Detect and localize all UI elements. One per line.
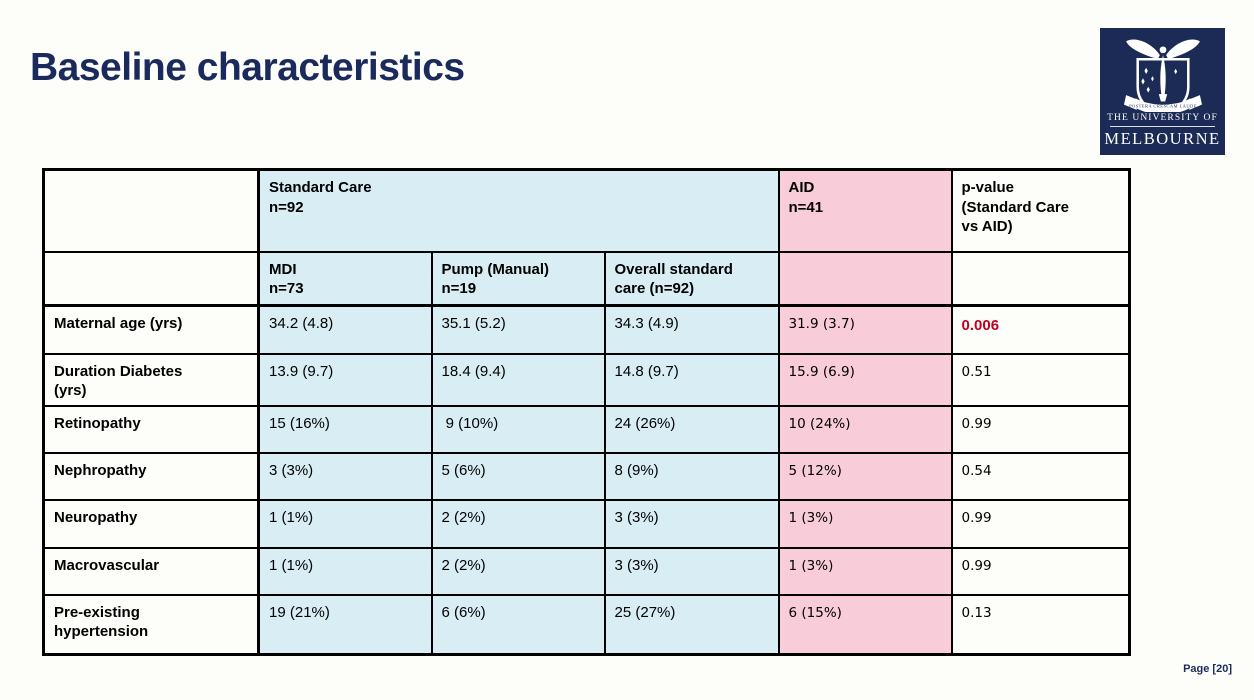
table-row: Pre-existing hypertension 19 (21%) 6 (6%…	[42, 593, 1131, 656]
crest-motto: POSTERA CRESCAM LAUDE	[1129, 103, 1197, 108]
row-label: Pre-existing hypertension	[42, 593, 260, 656]
cell-aid: 15.9 (6.9)	[777, 352, 953, 407]
cell-pump: 6 (6%)	[430, 593, 606, 656]
table-row: Duration Diabetes (yrs) 13.9 (9.7) 18.4 …	[42, 352, 1131, 407]
cell-p-value: 0.99	[950, 404, 1131, 454]
page-title: Baseline characteristics	[30, 46, 465, 89]
cell-aid: 10 (24%)	[777, 404, 953, 454]
row-label: Nephropathy	[42, 451, 260, 501]
cell-overall: 3 (3%)	[603, 498, 780, 549]
cell-aid: 6 (15%)	[777, 593, 953, 656]
cell-p-value: 0.99	[950, 498, 1131, 549]
table-row: Macrovascular 1 (1%) 2 (2%) 3 (3%) 1 (3%…	[42, 546, 1131, 596]
baseline-characteristics-table: Standard Care n=92 AID n=41 p-value (Sta…	[42, 168, 1131, 656]
cell-p-value: 0.51	[950, 352, 1131, 407]
table-row: Maternal age (yrs) 34.2 (4.8) 35.1 (5.2)…	[42, 304, 1131, 355]
table-row: Nephropathy 3 (3%) 5 (6%) 8 (9%) 5 (12%)…	[42, 451, 1131, 501]
cell-aid: 1 (3%)	[777, 546, 953, 596]
logo-text-university-of: THE UNIVERSITY OF	[1107, 113, 1218, 123]
row-label: Maternal age (yrs)	[42, 304, 260, 355]
cell-overall: 24 (26%)	[603, 404, 780, 454]
subheader-overall: Overall standard care (n=92)	[603, 250, 780, 307]
subheader-aid-empty	[777, 250, 953, 307]
cell-p-value: 0.13	[950, 593, 1131, 656]
cell-pump: 18.4 (9.4)	[430, 352, 606, 407]
header-p-value: p-value (Standard Care vs AID)	[950, 168, 1131, 253]
cell-overall: 3 (3%)	[603, 546, 780, 596]
cell-mdi: 15 (16%)	[257, 404, 433, 454]
page-number: Page [20]	[1183, 663, 1232, 675]
table-header-group-row: Standard Care n=92 AID n=41 p-value (Sta…	[42, 168, 1131, 253]
cell-mdi: 3 (3%)	[257, 451, 433, 501]
header-empty-cell	[42, 168, 260, 253]
cell-mdi: 19 (21%)	[257, 593, 433, 656]
logo-text-melbourne: MELBOURNE	[1104, 129, 1221, 148]
university-crest-icon: POSTERA CRESCAM LAUDE	[1123, 39, 1202, 112]
cell-pump: 5 (6%)	[430, 451, 606, 501]
cell-p-value: 0.99	[950, 546, 1131, 596]
cell-pump: 9 (10%)	[430, 404, 606, 454]
row-label: Macrovascular	[42, 546, 260, 596]
cell-aid: 31.9 (3.7)	[777, 304, 953, 355]
cell-pump: 2 (2%)	[430, 546, 606, 596]
subheader-mdi: MDI n=73	[257, 250, 433, 307]
subheader-pump: Pump (Manual) n=19	[430, 250, 606, 307]
subheader-p-empty	[950, 250, 1131, 307]
cell-p-value: 0.006	[950, 304, 1131, 355]
cell-mdi: 1 (1%)	[257, 546, 433, 596]
cell-mdi: 34.2 (4.8)	[257, 304, 433, 355]
row-label: Retinopathy	[42, 404, 260, 454]
row-label: Neuropathy	[42, 498, 260, 549]
table-row: Retinopathy 15 (16%) 9 (10%) 24 (26%) 10…	[42, 404, 1131, 454]
cell-aid: 5 (12%)	[777, 451, 953, 501]
cell-mdi: 13.9 (9.7)	[257, 352, 433, 407]
cell-mdi: 1 (1%)	[257, 498, 433, 549]
header-standard-care: Standard Care n=92	[257, 168, 780, 253]
subheader-empty-cell	[42, 250, 260, 307]
logo-divider	[1110, 126, 1215, 127]
cell-overall: 14.8 (9.7)	[603, 352, 780, 407]
row-label: Duration Diabetes (yrs)	[42, 352, 260, 407]
cell-overall: 25 (27%)	[603, 593, 780, 656]
header-aid: AID n=41	[777, 168, 953, 253]
cell-aid: 1 (3%)	[777, 498, 953, 549]
cell-p-value: 0.54	[950, 451, 1131, 501]
table-row: Neuropathy 1 (1%) 2 (2%) 3 (3%) 1 (3%) 0…	[42, 498, 1131, 549]
table-header-sub-row: MDI n=73 Pump (Manual) n=19 Overall stan…	[42, 250, 1131, 307]
cell-overall: 34.3 (4.9)	[603, 304, 780, 355]
cell-pump: 35.1 (5.2)	[430, 304, 606, 355]
cell-pump: 2 (2%)	[430, 498, 606, 549]
cell-overall: 8 (9%)	[603, 451, 780, 501]
university-of-melbourne-logo: POSTERA CRESCAM LAUDE THE UNIVERSITY OF …	[1100, 28, 1225, 155]
